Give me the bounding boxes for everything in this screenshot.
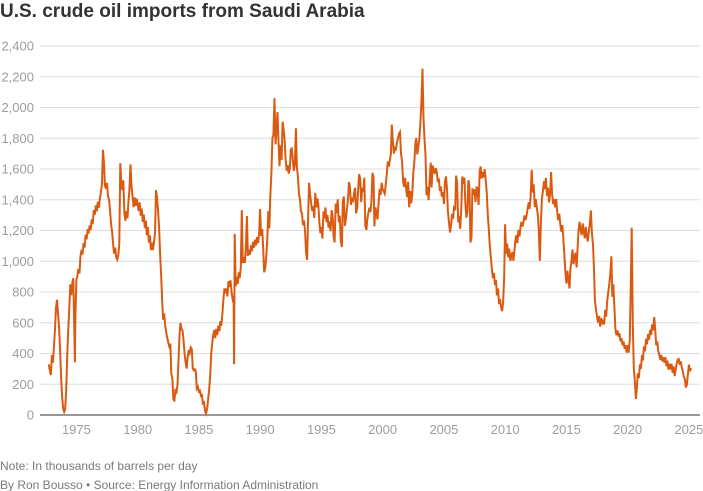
svg-text:2025: 2025 (674, 422, 703, 437)
svg-text:800: 800 (12, 285, 34, 300)
svg-text:2000: 2000 (368, 422, 397, 437)
svg-text:600: 600 (12, 315, 34, 330)
svg-text:2020: 2020 (613, 422, 642, 437)
svg-text:2,000: 2,000 (1, 100, 34, 115)
svg-text:1985: 1985 (184, 422, 213, 437)
svg-text:0: 0 (27, 408, 34, 423)
svg-text:1,000: 1,000 (1, 254, 34, 269)
svg-text:1,200: 1,200 (1, 223, 34, 238)
svg-text:400: 400 (12, 346, 34, 361)
svg-text:1990: 1990 (246, 422, 275, 437)
svg-text:2015: 2015 (552, 422, 581, 437)
svg-text:1,800: 1,800 (1, 131, 34, 146)
svg-text:1980: 1980 (123, 422, 152, 437)
svg-text:1,400: 1,400 (1, 192, 34, 207)
svg-text:200: 200 (12, 377, 34, 392)
svg-text:1,600: 1,600 (1, 162, 34, 177)
svg-text:2010: 2010 (491, 422, 520, 437)
svg-text:1975: 1975 (62, 422, 91, 437)
svg-text:2,400: 2,400 (1, 39, 34, 54)
svg-text:2,200: 2,200 (1, 70, 34, 85)
svg-text:1995: 1995 (307, 422, 336, 437)
svg-text:2005: 2005 (429, 422, 458, 437)
